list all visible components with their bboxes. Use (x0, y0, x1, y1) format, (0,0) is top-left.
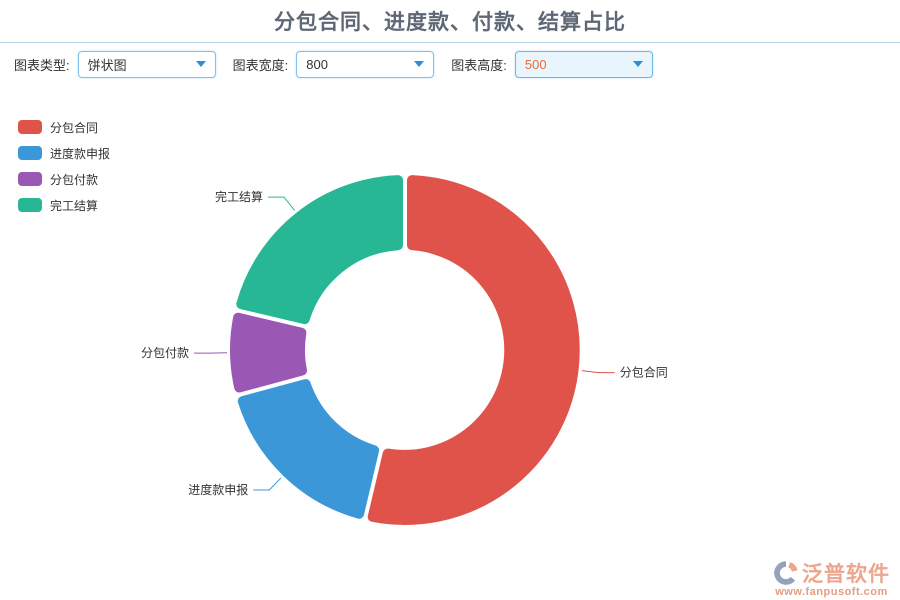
legend-item-0[interactable]: 分包合同 (18, 114, 110, 140)
chart-legend: 分包合同进度款申报分包付款完工结算 (18, 114, 110, 218)
pie-slice-1[interactable] (237, 379, 380, 519)
pie-slice-0[interactable] (367, 175, 580, 525)
chart-height-select[interactable]: 500 (514, 50, 653, 78)
chevron-down-icon (414, 61, 425, 67)
legend-label: 完工结算 (50, 198, 99, 213)
slice-leader-line-3 (268, 196, 295, 211)
chart-type-label: 图表类型: (14, 57, 70, 73)
pie-slice-3[interactable] (236, 175, 403, 325)
slice-leader-line-1 (253, 477, 282, 491)
title-bar: 分包合同、进度款、付款、结算占比 (0, 0, 900, 43)
fanpu-logo-icon (774, 561, 798, 585)
legend-label: 分包合同 (50, 120, 99, 135)
slice-leader-line-0 (581, 370, 615, 374)
chart-width-value: 800 (306, 56, 328, 72)
legend-item-3[interactable]: 完工结算 (18, 192, 110, 218)
chart-options-toolbar: 图表类型: 饼状图 图表宽度: 800 图表高度: 500 (0, 43, 900, 85)
chart-height-value: 500 (524, 56, 547, 72)
slice-label-3: 完工结算 (215, 189, 263, 204)
slice-label-1: 进度款申报 (188, 482, 248, 497)
legend-swatch (18, 172, 42, 186)
vendor-watermark: 泛普软件 www.fanpusoft.com (773, 558, 890, 598)
legend-item-1[interactable]: 进度款申报 (18, 140, 110, 166)
legend-swatch (18, 146, 42, 160)
chart-width-label: 图表宽度: (232, 57, 289, 73)
slice-label-2: 分包付款 (141, 346, 189, 360)
page-title: 分包合同、进度款、付款、结算占比 (274, 11, 626, 34)
legend-label: 分包付款 (50, 172, 99, 187)
brand-name: 泛普软件 (802, 563, 890, 586)
slice-label-0: 分包合同 (620, 365, 668, 380)
brand-url: www.fanpusoft.com (775, 586, 888, 598)
chevron-down-icon (632, 61, 643, 67)
chart-type-select[interactable]: 饼状图 (77, 50, 216, 78)
chevron-down-icon (195, 61, 206, 67)
legend-label: 进度款申报 (50, 146, 111, 161)
chart-width-select[interactable]: 800 (296, 50, 435, 78)
legend-swatch (18, 120, 42, 134)
pie-slice-2[interactable] (230, 312, 307, 393)
chart-type-value: 饼状图 (87, 57, 127, 73)
legend-swatch (18, 198, 42, 212)
chart-height-label: 图表高度: (451, 57, 507, 73)
legend-item-2[interactable]: 分包付款 (18, 166, 110, 192)
